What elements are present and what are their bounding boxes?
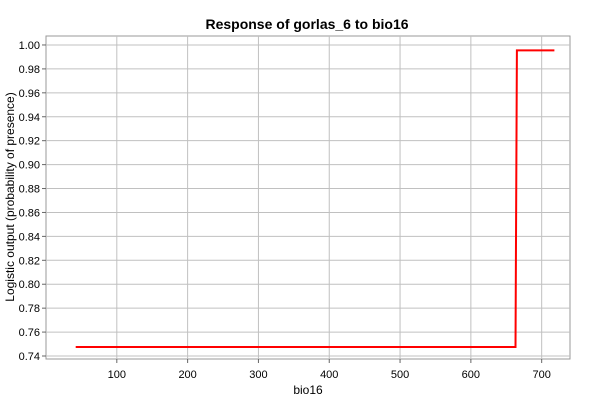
y-tick-label: 0.96 bbox=[19, 88, 40, 100]
y-tick-label: 0.86 bbox=[19, 207, 40, 219]
y-tick-label: 0.84 bbox=[19, 231, 40, 243]
y-tick-label: 0.80 bbox=[19, 279, 40, 291]
y-tick-label: 1.00 bbox=[19, 40, 40, 52]
y-tick-label: 0.94 bbox=[19, 112, 40, 124]
y-axis-ticks: 0.74 0.76 0.78 0.80 0.82 0.84 0.86 0.88 0.90 0.92… bbox=[19, 40, 46, 363]
x-axis-ticks: 100 200 300 400 500 600 700 bbox=[108, 359, 551, 381]
x-tick-label: 400 bbox=[320, 369, 338, 381]
chart-title: Response of gorlas_6 to bio16 bbox=[205, 16, 408, 32]
y-tick-label: 0.82 bbox=[19, 255, 40, 267]
x-tick-label: 300 bbox=[249, 369, 267, 381]
y-tick-label: 0.92 bbox=[19, 136, 40, 148]
x-tick-label: 100 bbox=[108, 369, 126, 381]
x-tick-label: 500 bbox=[391, 369, 409, 381]
y-tick-label: 0.74 bbox=[19, 351, 40, 363]
x-tick-label: 200 bbox=[178, 369, 196, 381]
grid-lines bbox=[46, 36, 570, 359]
y-tick-label: 0.90 bbox=[19, 160, 40, 172]
x-tick-label: 700 bbox=[532, 369, 550, 381]
y-tick-label: 0.88 bbox=[19, 184, 40, 196]
series-lines bbox=[75, 49, 555, 348]
y-axis-label: Logistic output (probability of presence… bbox=[3, 92, 17, 301]
y-tick-label: 0.98 bbox=[19, 64, 40, 76]
y-tick-label: 0.76 bbox=[19, 327, 40, 339]
plot-area bbox=[45, 35, 571, 360]
y-tick-label: 0.78 bbox=[19, 303, 40, 315]
x-axis-label: bio16 bbox=[293, 383, 323, 397]
series-line bbox=[75, 49, 555, 348]
x-tick-label: 600 bbox=[462, 369, 480, 381]
